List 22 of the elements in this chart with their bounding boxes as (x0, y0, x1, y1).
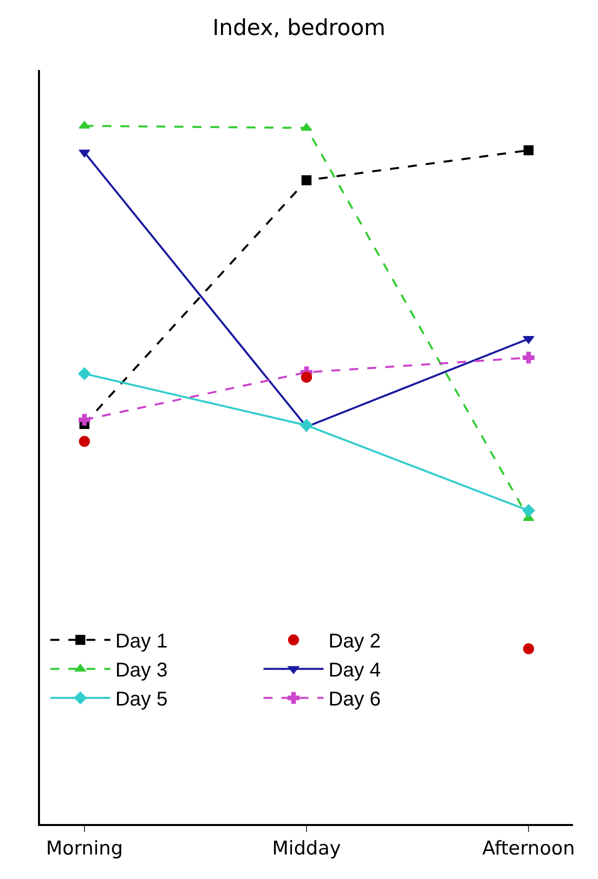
point (300, 122, 312, 131)
point (301, 372, 312, 383)
point (78, 436, 90, 447)
legend-label: Day 2 (328, 630, 381, 653)
point (522, 504, 535, 517)
point (78, 120, 90, 129)
legend-label: Day 4 (328, 660, 381, 682)
point (78, 414, 90, 426)
x-tick-label: Midday (272, 838, 341, 860)
point (78, 367, 91, 380)
point (522, 352, 534, 364)
legend-label: Day 5 (115, 688, 168, 711)
point (523, 643, 534, 654)
point (300, 419, 313, 432)
chart-title: Index, bedroom (212, 16, 386, 41)
legend-label: Day 3 (115, 660, 168, 682)
point (524, 145, 534, 156)
x-tick-label: Afternoon (482, 838, 575, 860)
x-tick-label: Morning (46, 838, 123, 860)
point (302, 175, 312, 186)
legend-label: Day 1 (115, 630, 168, 653)
legend-label: Day 6 (328, 688, 381, 711)
